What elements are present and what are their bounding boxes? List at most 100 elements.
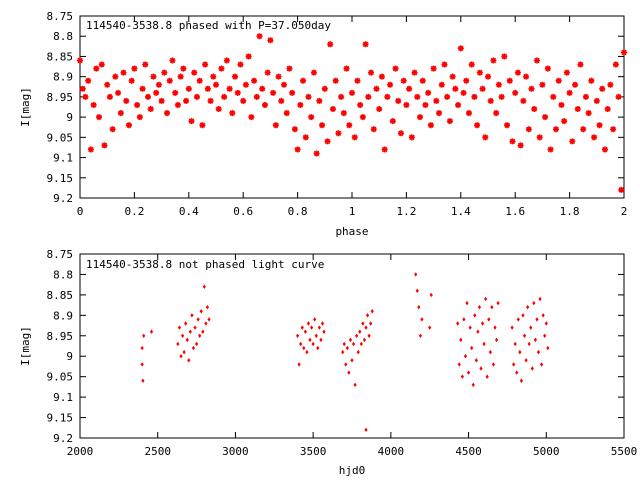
data-point: [591, 134, 598, 141]
data-point: [457, 45, 464, 52]
data-point: [495, 81, 502, 88]
data-point: [427, 122, 434, 129]
x-tick-label: 5000: [533, 445, 560, 458]
y-axis-label: I[mag]: [19, 87, 32, 127]
data-point: [460, 374, 464, 379]
data-point: [536, 349, 541, 355]
data-point: [183, 97, 190, 104]
data-point: [476, 329, 480, 334]
data-point: [305, 349, 309, 355]
data-point: [264, 69, 271, 76]
data-point: [457, 362, 461, 367]
data-point: [430, 65, 437, 72]
x-tick-label: 1.2: [396, 205, 416, 218]
data-point: [414, 272, 418, 277]
y-tick-label: 9: [66, 350, 73, 363]
data-point: [615, 93, 622, 100]
y-tick-label: 8.85: [47, 50, 74, 63]
data-point: [314, 333, 318, 338]
data-point: [512, 89, 519, 96]
data-point: [253, 93, 260, 100]
data-point: [596, 122, 603, 129]
data-point: [357, 101, 364, 108]
data-point: [316, 345, 320, 351]
y-tick-label: 9: [66, 111, 73, 124]
y-tick-label: 8.95: [47, 91, 74, 104]
data-point: [176, 341, 180, 347]
data-point: [302, 134, 309, 141]
x-tick-label: 2500: [144, 445, 171, 458]
data-point: [585, 110, 592, 117]
data-point: [446, 118, 453, 125]
data-point: [456, 321, 460, 326]
data-point: [221, 93, 228, 100]
data-point: [251, 77, 258, 84]
data-point: [204, 321, 208, 326]
y-tick-label: 9.2: [53, 192, 73, 205]
data-point: [466, 370, 471, 375]
data-point: [177, 325, 182, 330]
data-point: [320, 321, 325, 326]
data-point: [490, 57, 497, 64]
data-point: [512, 362, 516, 367]
data-point: [496, 300, 500, 306]
data-point: [344, 362, 348, 367]
data-point: [566, 89, 573, 96]
data-point: [370, 126, 377, 133]
data-point: [202, 61, 209, 68]
data-point: [191, 345, 196, 351]
y-tick-label: 9.05: [47, 131, 74, 144]
phased-light-curve-panel: 114540-3538.8 phased with P=37.050day ph…: [19, 10, 627, 238]
data-point: [470, 345, 474, 351]
y-tick-label: 8.75: [47, 248, 74, 261]
data-point: [302, 345, 306, 351]
axis-ticks: 2000 2500 3000 3500 4000 4500 5000 5500 8.75 8.8 8…: [47, 248, 638, 458]
data-point: [240, 97, 247, 104]
data-point: [429, 292, 433, 298]
data-point: [474, 122, 481, 129]
data-point: [278, 97, 285, 104]
x-tick-label: 4000: [378, 445, 405, 458]
data-point: [327, 41, 334, 48]
data-point: [205, 304, 210, 310]
data-point: [142, 333, 146, 338]
data-point: [329, 106, 336, 113]
data-point: [296, 333, 300, 338]
data-point: [140, 362, 144, 367]
data-point: [527, 341, 531, 347]
data-point: [198, 333, 202, 338]
data-point: [425, 89, 432, 96]
data-point: [229, 110, 236, 117]
data-point: [324, 138, 331, 145]
data-point: [515, 370, 519, 375]
data-point: [433, 97, 440, 104]
data-point: [540, 362, 544, 367]
data-point: [384, 93, 391, 100]
data-point: [389, 118, 396, 125]
data-point: [128, 77, 135, 84]
plot-frame: [79, 253, 625, 439]
data-point: [242, 81, 249, 88]
data-point: [351, 134, 358, 141]
data-point: [319, 122, 326, 129]
data-point: [582, 93, 589, 100]
data-point: [335, 130, 342, 137]
data-point: [365, 313, 370, 318]
data-point: [471, 382, 475, 388]
data-point: [493, 110, 500, 117]
data-point: [232, 73, 239, 80]
data-point: [294, 146, 301, 153]
data-point: [177, 73, 184, 80]
data-point: [194, 341, 199, 347]
data-point: [541, 313, 545, 318]
data-point: [367, 333, 371, 338]
data-point: [199, 309, 203, 314]
data-point: [533, 57, 540, 64]
data-point: [185, 337, 189, 343]
data-point: [340, 110, 347, 117]
data-point: [414, 93, 421, 100]
x-tick-label: 1.8: [560, 205, 580, 218]
data-point: [309, 325, 314, 330]
data-point: [610, 126, 617, 133]
plot-frame: [79, 15, 625, 199]
